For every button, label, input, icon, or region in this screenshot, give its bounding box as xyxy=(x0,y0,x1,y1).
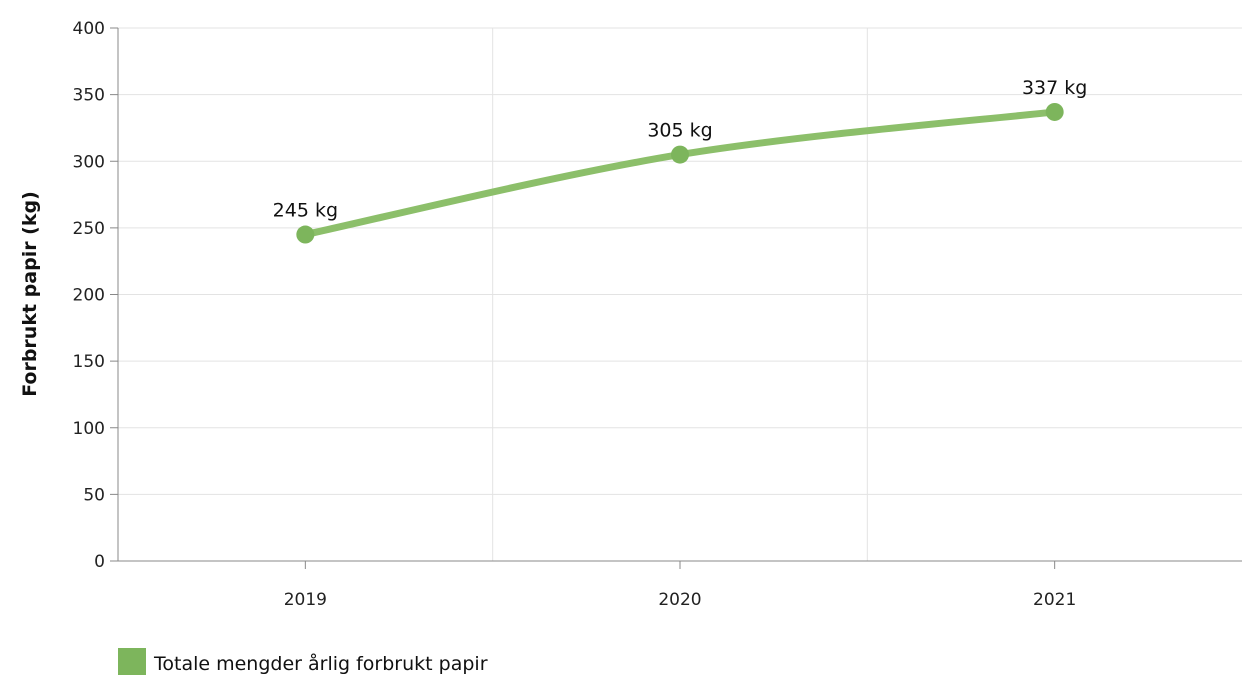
y-tick-label: 100 xyxy=(73,419,105,439)
y-tick-label: 300 xyxy=(73,152,105,172)
grid xyxy=(118,27,1242,561)
data-point[interactable] xyxy=(296,225,315,244)
data-point[interactable] xyxy=(671,145,689,164)
legend-swatch[interactable] xyxy=(118,648,146,675)
legend[interactable]: Totale mengder årlig forbrukt papir xyxy=(118,648,488,675)
y-tick-label: 50 xyxy=(83,485,105,505)
axes xyxy=(110,27,1242,569)
y-axis-title: Forbrukt papir (kg) xyxy=(19,191,41,397)
x-tick-label: 2019 xyxy=(284,590,327,610)
y-tick-label: 350 xyxy=(73,86,105,106)
data-label: 305 kg xyxy=(647,120,712,142)
series-layer xyxy=(296,102,1064,244)
data-point[interactable] xyxy=(1045,102,1064,121)
x-tick-label: 2021 xyxy=(1033,590,1076,610)
x-tick-labels: 2019 2020 2021 xyxy=(284,590,1077,610)
data-labels: 245 kg 305 kg 337 kg xyxy=(273,77,1088,222)
y-tick-label: 0 xyxy=(94,552,105,572)
data-label: 245 kg xyxy=(273,200,338,222)
y-tick-labels: 0 50 100 150 200 250 300 350 400 xyxy=(73,19,105,572)
y-tick-label: 400 xyxy=(73,19,105,39)
y-tick-label: 250 xyxy=(73,219,105,239)
data-label: 337 kg xyxy=(1022,77,1087,99)
x-tick-label: 2020 xyxy=(658,590,701,610)
legend-label[interactable]: Totale mengder årlig forbrukt papir xyxy=(153,652,488,675)
y-tick-label: 200 xyxy=(73,286,105,306)
y-tick-label: 150 xyxy=(73,352,105,372)
